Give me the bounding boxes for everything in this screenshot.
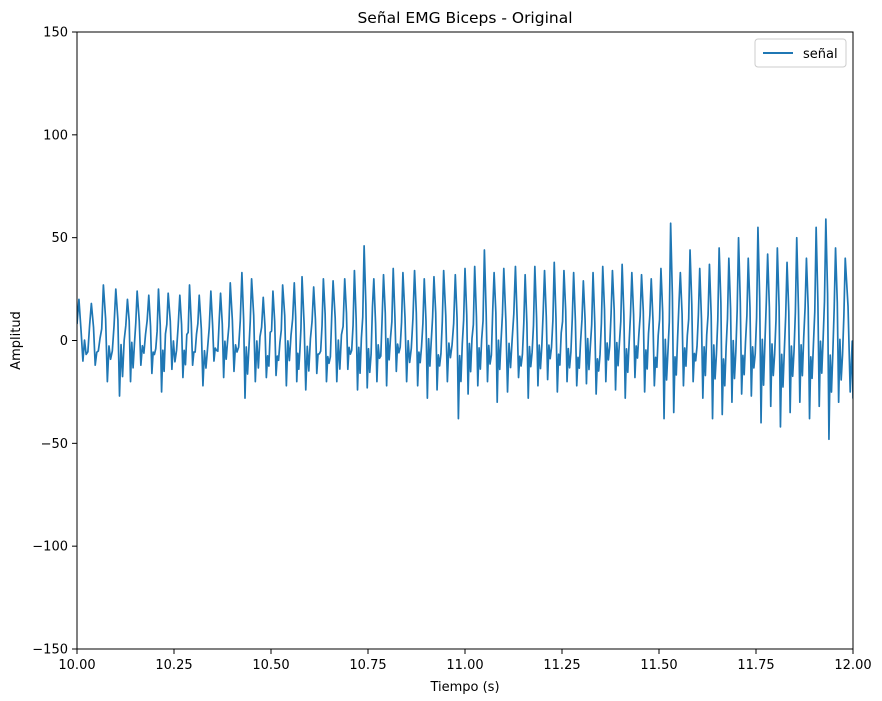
y-tick-label: 50	[51, 231, 68, 246]
y-tick-label: 100	[43, 128, 68, 143]
y-axis-label: Amplitud	[9, 311, 24, 370]
x-tick-label: 12.00	[834, 658, 871, 673]
y-tick-label: −50	[41, 437, 68, 452]
x-tick-label: 10.75	[349, 658, 386, 673]
y-axis: −150 −100 −50 0 50 100 150	[32, 26, 77, 658]
x-tick-label: 11.50	[640, 658, 677, 673]
legend-box	[754, 38, 847, 68]
chart-title: Señal EMG Biceps - Original	[357, 9, 572, 27]
x-tick-label: 11.25	[543, 658, 580, 673]
legend: señal	[754, 38, 847, 68]
y-tick-label: 150	[43, 26, 68, 41]
x-axis: 10.00 10.25 10.50 10.75 11.00 11.25 11.50 11.75…	[58, 649, 872, 673]
x-tick-label: 11.75	[737, 658, 774, 673]
series-line-senal	[77, 218, 853, 441]
x-tick-label: 10.50	[252, 658, 289, 673]
x-tick-label: 10.00	[58, 658, 95, 673]
x-tick-label: 11.00	[446, 658, 483, 673]
y-tick-label: 0	[60, 334, 68, 349]
series-layer	[77, 218, 853, 441]
x-tick-label: 10.25	[155, 658, 192, 673]
y-tick-label: −150	[32, 643, 68, 658]
legend-label-senal: señal	[803, 47, 838, 62]
x-axis-label: Tiempo (s)	[429, 680, 499, 695]
y-tick-label: −100	[32, 540, 68, 555]
